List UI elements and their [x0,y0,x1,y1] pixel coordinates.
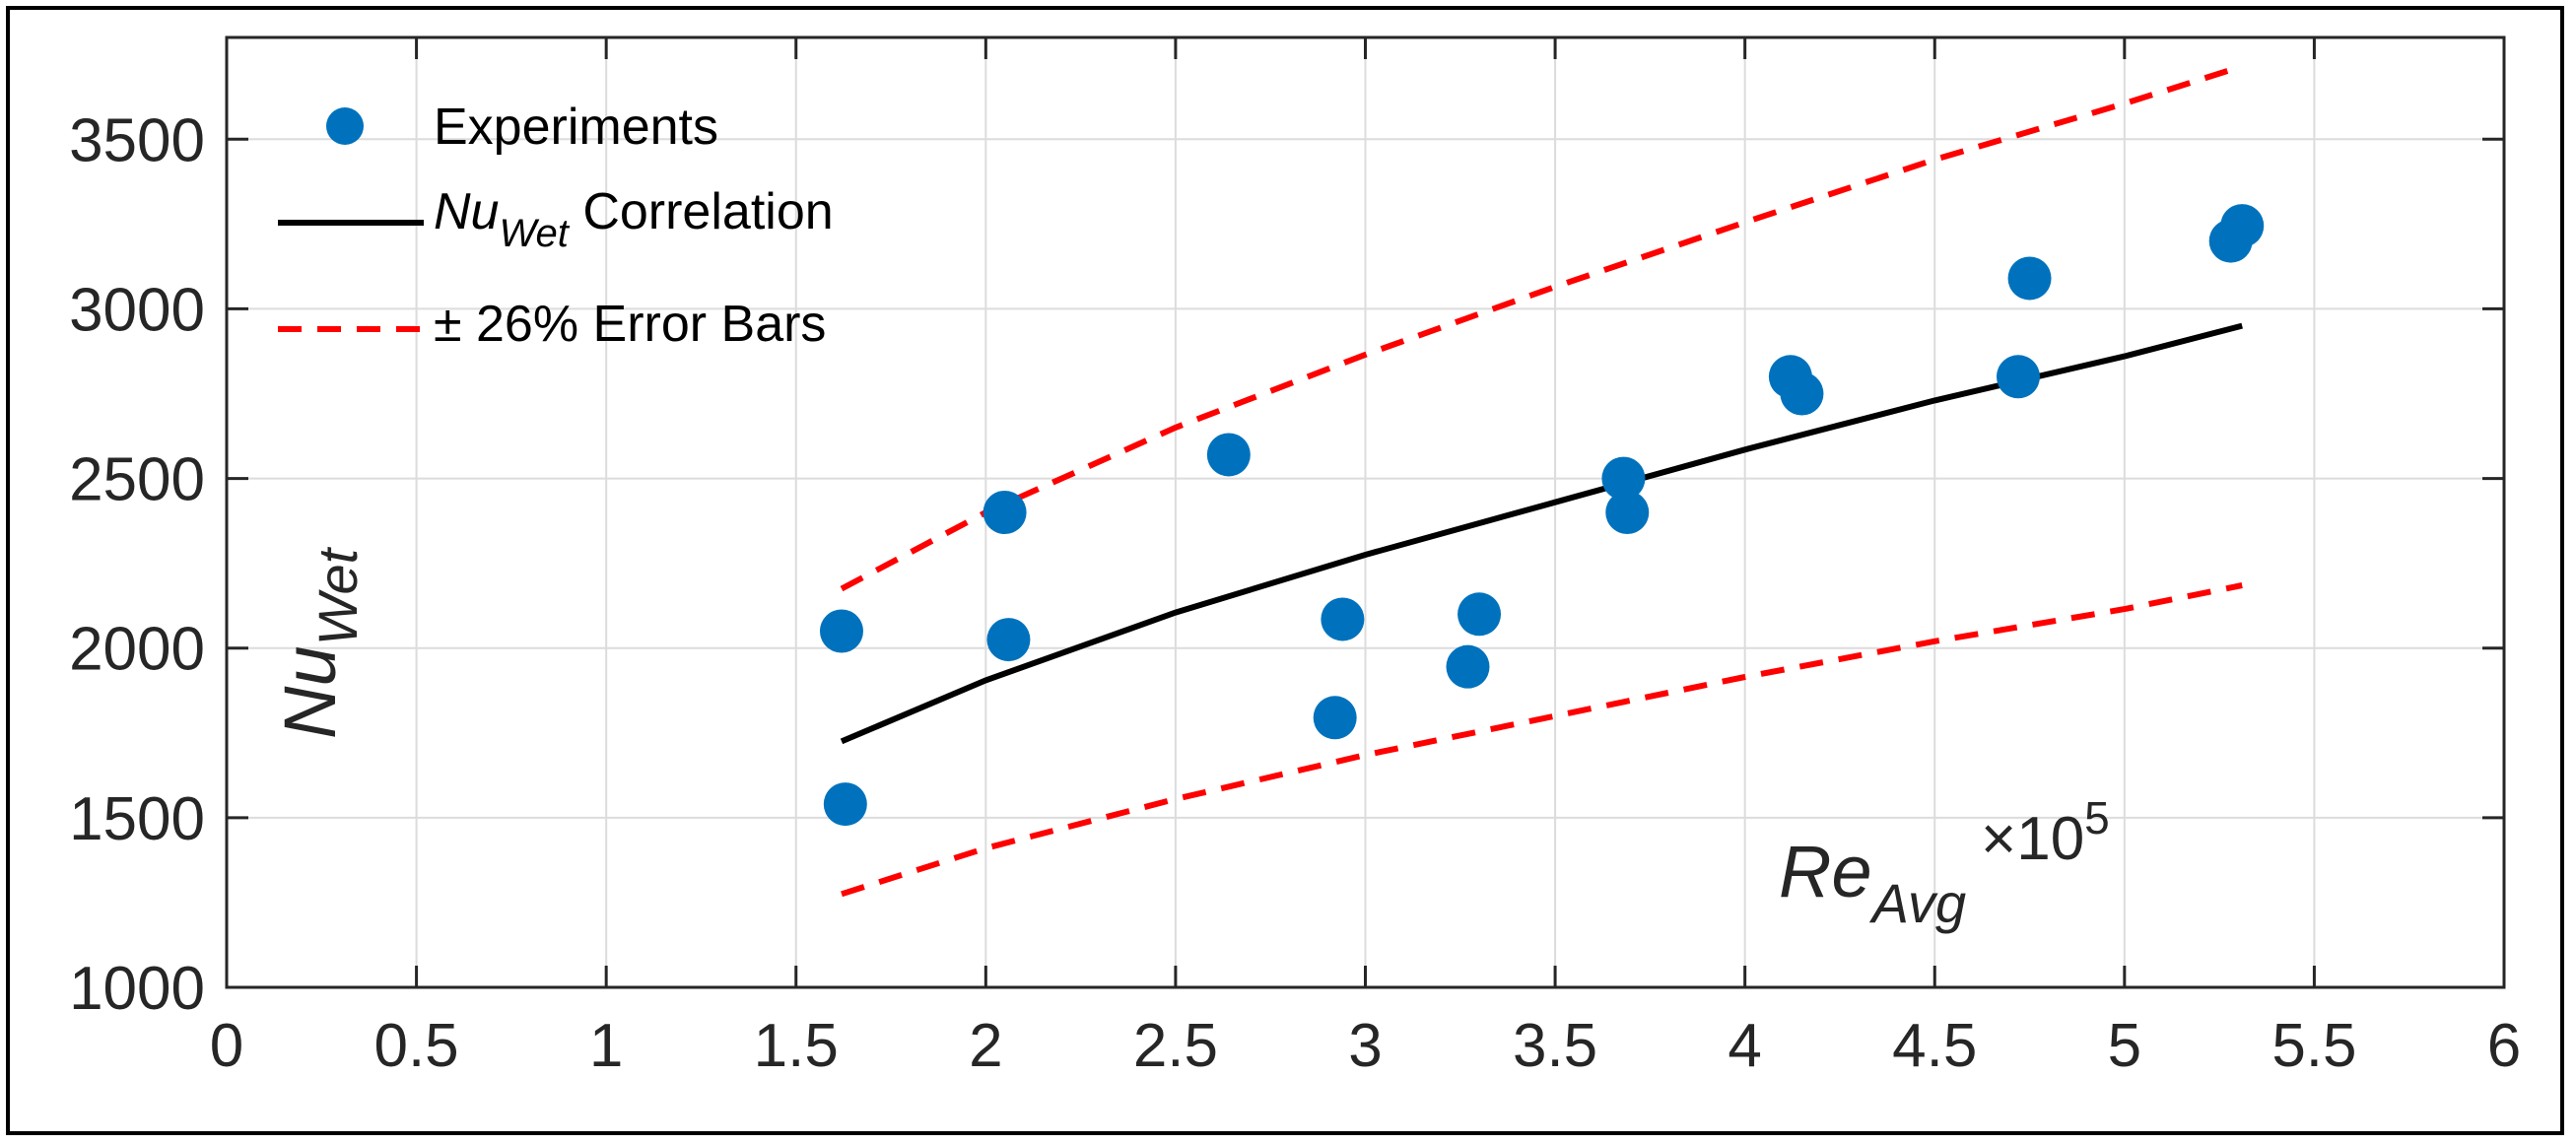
chart: 0 0.5 1 1.5 2 2.5 3 3.5 4 4.5 5 5.5 6 1000 1500 2000 25… [69,35,2521,1080]
x-axis-label: ReAvg [1779,831,1966,934]
series-points [819,204,2265,827]
experiment-point [1457,592,1502,637]
legend: Experiments NuWet Correlation ± 26% Erro… [278,99,834,353]
legend-label-correlation: NuWet Correlation [434,183,834,255]
experiment-point [1446,644,1490,689]
legend-label-error-bars: ± 26% Error Bars [434,296,826,353]
experiment-point [2220,204,2265,248]
experiment-point [1601,456,1646,501]
x-axis: 0 0.5 1 1.5 2 2.5 3 3.5 4 4.5 5 5.5 6 [210,37,2521,1080]
y-tick-label: 1000 [69,955,205,1023]
experiment-point [983,491,1027,534]
y-tick-label: 3500 [69,106,205,174]
experiment-point [1605,491,1650,534]
experiment-point [823,782,867,827]
experiment-point [819,609,863,653]
x-tick-label: 4 [1728,1012,1761,1080]
experiment-point [1780,371,1824,416]
x-tick-label: 2.5 [1133,1012,1218,1080]
legend-marker-experiments [326,107,364,145]
x-tick-label: 4.5 [1892,1012,1977,1080]
experiment-point [1996,355,2040,399]
experiment-point [1321,597,1365,641]
series-lines [840,63,2244,898]
lower-error-bar-line [841,582,2243,898]
x-axis-label-main: ReAvg [1779,831,1966,934]
x-tick-label: 3 [1348,1012,1382,1080]
experiment-point [1206,433,1251,477]
experiment-point [2007,256,2052,301]
legend-nu-sub: Wet [499,212,570,255]
y-axis: 1000 1500 2000 2500 3000 3500 [69,106,2504,1023]
x-tick-label: 2 [969,1012,1002,1080]
y-tick-label: 2500 [69,446,205,514]
x-tick-label: 1 [589,1012,623,1080]
grid [226,37,2505,988]
x-tick-label: 5 [2108,1012,2141,1080]
legend-correlation-text: Correlation [569,183,834,240]
x-tick-label: 1.5 [754,1012,839,1080]
x-tick-label: 0 [210,1012,243,1080]
x-axis-exponent: ×105 [1981,792,2110,873]
upper-error-bar-line [840,63,2244,592]
legend-label-experiments: Experiments [434,99,718,156]
x-tick-label: 3.5 [1513,1012,1597,1080]
y-axis-label: NuWet [269,546,369,739]
y-tick-label: 2000 [69,616,205,684]
y-tick-label: 1500 [69,785,205,853]
legend-nu: Nu [434,183,499,240]
x-tick-label: 5.5 [2271,1012,2356,1080]
figure-frame: 0 0.5 1 1.5 2 2.5 3 3.5 4 4.5 5 5.5 6 1000 1500 2000 25… [6,6,2564,1135]
correlation-line [840,322,2243,745]
x-tick-label: 0.5 [373,1012,458,1080]
x-tick-label: 6 [2487,1012,2521,1080]
y-tick-label: 3000 [69,276,205,344]
experiment-point [986,618,1031,662]
experiment-point [1313,696,1357,740]
y-axis-label-main: NuWet [269,546,369,739]
